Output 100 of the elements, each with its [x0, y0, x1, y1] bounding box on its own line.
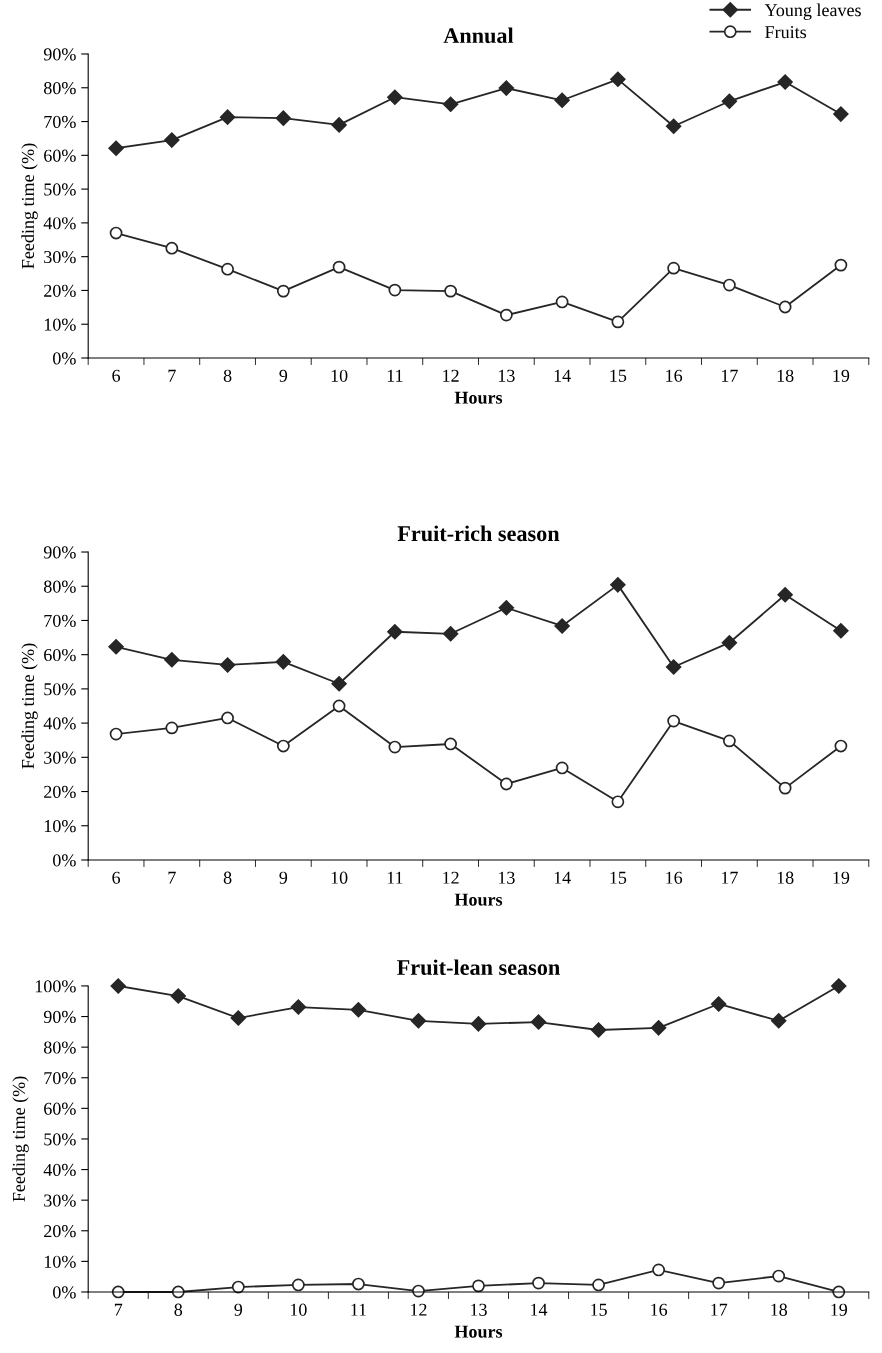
point — [722, 734, 736, 748]
x-tick-label: 16 — [666, 369, 683, 382]
x-tick-label: 10 — [331, 369, 348, 382]
y-tick-label: 50% — [44, 1133, 76, 1146]
point — [498, 600, 515, 616]
y-tick-label: 50% — [44, 683, 76, 696]
x-tick-label: 19 — [831, 1303, 848, 1316]
y-tick-label: 50% — [44, 183, 76, 196]
x-tick-label: 6 — [112, 369, 121, 382]
point — [555, 295, 569, 309]
point — [610, 577, 626, 593]
y-tick-label: 80% — [43, 1041, 76, 1054]
y-axis-title: Feeding time (%) — [21, 643, 38, 769]
y-tick-label: 30% — [44, 1194, 76, 1207]
point — [410, 1013, 427, 1029]
point — [833, 623, 849, 639]
x-tick-label: 19 — [833, 369, 850, 382]
y-tick-label: 10% — [44, 820, 76, 833]
point — [499, 308, 513, 322]
point — [165, 241, 179, 255]
point — [611, 315, 625, 329]
y-tick-label: 40% — [43, 217, 76, 230]
y-tick-label: 70% — [44, 614, 76, 627]
point — [291, 1278, 305, 1292]
legend-label: Young leaves — [764, 3, 861, 20]
y-tick-label: 90% — [43, 1010, 76, 1024]
x-tick-label: 7 — [168, 369, 176, 382]
legend-label: Fruits — [765, 26, 807, 39]
chart-title: Annual — [443, 27, 514, 44]
x-tick-label: 14 — [531, 1303, 548, 1316]
x-tick-label: 11 — [387, 871, 403, 884]
y-tick-label: 100% — [35, 980, 76, 993]
x-tick-label: 18 — [777, 871, 794, 884]
y-tick-label: 20% — [44, 1225, 76, 1238]
point — [275, 110, 292, 126]
x-tick-label: 15 — [591, 1303, 607, 1316]
point — [530, 1014, 547, 1030]
point — [592, 1278, 605, 1292]
x-axis-title: Hours — [454, 893, 503, 906]
point — [722, 278, 736, 292]
x-tick-label: 11 — [351, 1303, 366, 1316]
point — [721, 93, 738, 109]
point — [331, 117, 347, 133]
point — [652, 1263, 666, 1277]
point — [831, 978, 847, 994]
x-tick-label: 15 — [610, 369, 627, 382]
y-axis-title: Feeding time (%) — [21, 143, 38, 269]
point — [109, 727, 123, 741]
point — [276, 284, 290, 298]
point — [554, 92, 570, 108]
point — [777, 74, 793, 90]
x-tick-label: 6 — [112, 871, 121, 884]
point — [610, 71, 626, 88]
point — [219, 109, 236, 125]
point — [165, 721, 179, 735]
y-tick-label: 90% — [43, 546, 76, 559]
chart-title: Fruit-lean season — [397, 959, 560, 976]
y-tick-label: 60% — [44, 149, 76, 162]
point — [388, 283, 402, 297]
point — [164, 132, 180, 148]
y-tick-label: 10% — [44, 1255, 76, 1268]
y-tick-label: 80% — [43, 82, 76, 95]
y-tick-label: 30% — [44, 250, 76, 264]
x-tick-label: 13 — [498, 871, 515, 884]
x-tick-label: 9 — [279, 871, 288, 884]
x-tick-label: 13 — [471, 1303, 487, 1316]
y-tick-label: 0% — [53, 352, 76, 365]
y-tick-label: 20% — [44, 284, 76, 297]
point — [834, 258, 848, 272]
y-tick-label: 70% — [44, 115, 76, 129]
point — [221, 711, 234, 725]
point — [219, 657, 236, 673]
x-tick-label: 17 — [721, 871, 738, 884]
point — [444, 737, 457, 751]
x-tick-label: 9 — [234, 1303, 243, 1316]
y-tick-label: 60% — [44, 648, 76, 662]
point — [444, 284, 457, 298]
point — [470, 1016, 487, 1032]
x-tick-label: 17 — [721, 369, 738, 382]
point — [667, 714, 681, 728]
y-tick-label: 90% — [43, 48, 76, 61]
point — [170, 988, 186, 1004]
point — [387, 624, 403, 640]
point — [665, 118, 682, 134]
point — [108, 639, 124, 655]
point — [555, 761, 569, 775]
point — [350, 1002, 367, 1018]
point — [388, 740, 402, 754]
x-tick-label: 10 — [290, 1303, 307, 1316]
point — [650, 1020, 667, 1036]
point — [275, 654, 292, 670]
y-tick-label: 30% — [44, 751, 76, 764]
x-tick-label: 10 — [331, 871, 348, 884]
x-tick-label: 18 — [777, 369, 794, 382]
point — [532, 1276, 545, 1290]
point — [770, 1013, 787, 1029]
x-tick-label: 8 — [174, 1303, 183, 1316]
point — [778, 300, 792, 314]
point — [352, 1277, 365, 1291]
x-tick-label: 12 — [443, 871, 459, 884]
